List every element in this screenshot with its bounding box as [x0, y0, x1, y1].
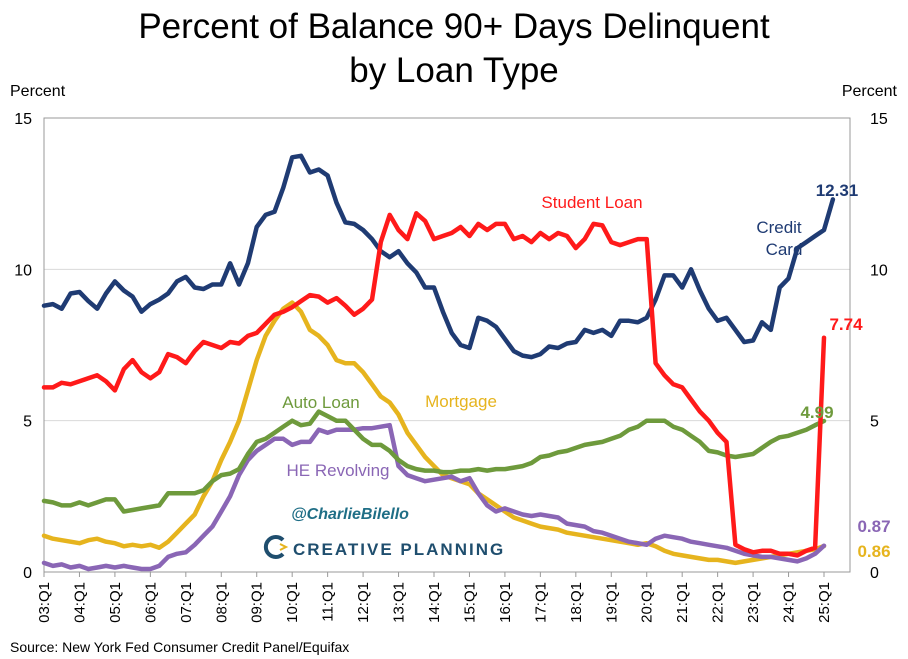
source-note: Source: New York Fed Consumer Credit Pan…: [10, 639, 349, 655]
series-line-credit-card: [41, 153, 836, 360]
y-tick-label-right: 15: [870, 111, 888, 128]
y-ticks-right: 0 5 10 15: [870, 111, 888, 582]
y-tick-label-right: 10: [870, 262, 888, 279]
x-tick-label: 04:Q1: [71, 582, 88, 623]
chart-title: Percent of Balance 90+ Days Delinquent: [138, 7, 770, 46]
creative-planning-logo-icon: [263, 535, 289, 559]
x-tick-label: 25:Q1: [816, 582, 833, 623]
y-tick-label-left: 0: [23, 565, 32, 582]
x-tick-label: 09:Q1: [249, 582, 266, 623]
x-tick-label: 14:Q1: [426, 582, 443, 623]
x-tick-label: 15:Q1: [461, 582, 478, 623]
y-tick-label-left: 5: [23, 414, 32, 431]
label-auto-loan: Auto Loan: [282, 393, 360, 412]
end-label-credit-card: 12.31: [816, 181, 859, 200]
y-ticks-left: 0 5 10 15: [14, 111, 32, 582]
label-mortgage: Mortgage: [425, 392, 497, 411]
end-label-auto-loan: 4.99: [800, 403, 833, 422]
x-tick-label: 21:Q1: [674, 582, 691, 623]
y-tick-label-right: 5: [870, 414, 879, 431]
x-tick-label: 17:Q1: [532, 582, 549, 623]
x-tick-label: 06:Q1: [142, 582, 159, 623]
y-tick-label-left: 15: [14, 111, 32, 128]
end-label-mortgage: 0.86: [857, 542, 890, 561]
end-value-labels: 12.31 7.74 4.99 0.87 0.86: [800, 181, 890, 561]
x-tick-label: 10:Q1: [284, 582, 301, 623]
label-credit-card-line-1: Credit: [756, 218, 802, 237]
x-tick-label: 18:Q1: [568, 582, 585, 623]
x-tick-label: 24:Q1: [781, 582, 798, 623]
x-tick-label: 16:Q1: [497, 582, 514, 623]
x-tick-label: 11:Q1: [320, 582, 337, 622]
watermark-brand: CREATIVE PLANNING: [293, 540, 505, 559]
x-tick-label: 20:Q1: [639, 582, 656, 623]
series-lines: [41, 153, 836, 572]
series-line-he-revolving: [41, 422, 827, 572]
series-line-auto-loan: [41, 409, 827, 514]
x-tick-label: 07:Q1: [178, 582, 195, 623]
x-tick-label: 22:Q1: [710, 582, 727, 623]
y-axis-label-right: Percent: [842, 83, 898, 100]
x-tick-label: 03:Q1: [36, 582, 53, 623]
x-ticks: 03:Q1 04:Q1 05:Q1 06:Q1 07:Q1 08:Q1 09:Q1 10:Q1…: [36, 572, 833, 623]
y-tick-label-right: 0: [870, 565, 879, 582]
x-tick-label: 19:Q1: [603, 582, 620, 623]
watermark-handle: @CharlieBilello: [291, 506, 409, 523]
x-tick-label: 05:Q1: [107, 582, 124, 623]
gridlines: [44, 117, 850, 422]
watermark: @CharlieBilello CREATIVE PLANNING: [263, 506, 505, 559]
x-tick-label: 12:Q1: [355, 582, 372, 623]
series-line-student-loan: [41, 211, 827, 558]
chart-title-line-2: by Loan Type: [349, 51, 559, 90]
series-labels: Student Loan Credit Card Auto Loan Mortg…: [282, 193, 802, 480]
label-credit-card-line-2: Card: [766, 240, 803, 259]
x-tick-label: 08:Q1: [213, 582, 230, 623]
x-tick-label: 23:Q1: [745, 582, 762, 623]
x-tick-label: 13:Q1: [391, 582, 408, 623]
end-label-student-loan: 7.74: [829, 315, 863, 334]
end-label-he-revolving: 0.87: [857, 517, 890, 536]
label-he-revolving: HE Revolving: [287, 461, 390, 480]
label-student-loan: Student Loan: [541, 193, 642, 212]
y-axis-label-left: Percent: [10, 83, 66, 100]
y-tick-label-left: 10: [14, 262, 32, 279]
series-line-mortgage: [41, 300, 827, 566]
plot-area: [43, 117, 851, 573]
